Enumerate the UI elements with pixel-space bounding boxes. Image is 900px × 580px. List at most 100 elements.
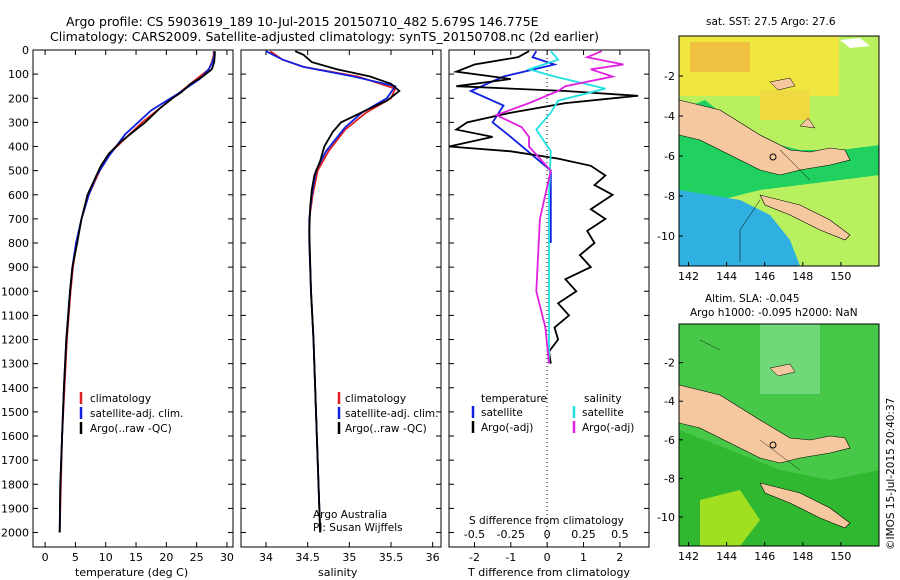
land-new-guinea — [679, 99, 851, 176]
y-tick-label: 500 — [8, 165, 29, 178]
map-x-tick-label: 150 — [830, 270, 851, 283]
sst-hot-patch — [690, 42, 750, 72]
x-tick-label: 34 — [259, 551, 273, 564]
x-tick-label: 5 — [72, 551, 79, 564]
x-tick-label: -2 — [469, 551, 480, 564]
temperature-lines — [58, 51, 216, 533]
sla-map-title1: Altim. SLA: -0.045 — [705, 293, 800, 305]
legend-s-argo: Argo(-adj) — [582, 422, 634, 434]
map-y-tick-label: -10 — [657, 230, 675, 243]
legend-salinity-title: salinity — [584, 393, 622, 405]
x-tick-label: 20 — [159, 551, 173, 564]
x-tick-label: 0 — [544, 551, 551, 564]
sst-map-frame — [678, 35, 880, 267]
s-tick-label: -0.25 — [497, 528, 525, 541]
temperature-axes — [32, 49, 234, 548]
x-tick-label: 36 — [426, 551, 440, 564]
map-x-tick-label: 142 — [678, 270, 699, 283]
sla-map-panel: Altim. SLA: -0.045 Argo h1000: -0.095 h2… — [657, 293, 880, 563]
map-x-tick-label: 148 — [792, 270, 813, 283]
s-tick-label: 0.5 — [611, 528, 629, 541]
map-x-tick-label: 148 — [792, 550, 813, 563]
s-difference-ticks: -0.5 -0.25 0 0.25 0.5 — [464, 528, 629, 541]
series-argo — [58, 51, 216, 533]
salinity-legend: climatology satellite-adj. clim. Argo(..… — [337, 392, 438, 435]
y-tick-label: 1000 — [1, 285, 29, 298]
y-tick-label: 1800 — [1, 478, 29, 491]
depth-ticks: 0 100 200 300 400 500 600 700 800 900 1000 1100 1200… — [1, 44, 233, 540]
y-tick-label: 1500 — [1, 406, 29, 419]
sla-yellow-patch — [700, 490, 760, 546]
map-y-tick-label: -10 — [657, 511, 675, 524]
x-tick-label: 25 — [190, 551, 204, 564]
sst-warm-patch — [760, 90, 810, 120]
map-y-tick-label: -2 — [664, 357, 675, 370]
y-tick-label: 1600 — [1, 430, 29, 443]
land-new-guinea — [679, 384, 851, 464]
y-tick-label: 1900 — [1, 502, 29, 515]
x-tick-label: 0 — [42, 551, 49, 564]
sla-map-title2: Argo h1000: -0.095 h2000: NaN — [690, 307, 858, 319]
s-tick-label: 0.25 — [571, 528, 596, 541]
difference-panel: -2 -1 0 1 2 -0.5 -0.25 0 0.25 0.5 S difference f… — [448, 49, 650, 579]
header-line2: Climatology: CARS2009. Satellite-adjuste… — [50, 29, 599, 44]
map-y-tick-label: -2 — [664, 70, 675, 83]
pi-note: PI: Susan Wijffels — [313, 522, 403, 534]
salinity-xlabel: salinity — [318, 566, 358, 579]
difference-lines — [448, 50, 639, 364]
y-tick-label: 1200 — [1, 334, 29, 347]
s-tick-label: 0 — [544, 528, 551, 541]
map-y-tick-label: -8 — [664, 190, 675, 203]
legend-temperature-title: temperature — [481, 393, 547, 405]
legend-satellite: satellite-adj. clim. — [90, 408, 183, 420]
temperature-panel: 0100200300400500600700800900100011001200… — [1, 44, 234, 579]
legend-argo: Argo(..raw -QC) — [345, 423, 427, 435]
map-x-tick-label: 150 — [830, 550, 851, 563]
bathymetry-contour — [739, 149, 811, 262]
argo-location-marker — [769, 153, 777, 161]
map-x-tick-label: 146 — [754, 550, 775, 563]
y-tick-label: 300 — [8, 116, 29, 129]
y-tick-label: 1300 — [1, 358, 29, 371]
legend-satellite: satellite-adj. clim. — [345, 408, 438, 420]
x-tick-label: 15 — [129, 551, 143, 564]
series-t-argo — [448, 50, 639, 364]
salinity-lines — [265, 50, 401, 533]
sla-map-ticks: 142 144 146 148 150 -2 -4 -6 -8 -10 — [657, 357, 851, 563]
t-difference-label: T difference from climatology — [467, 566, 630, 579]
map-y-tick-label: -6 — [664, 150, 675, 163]
x-tick-label: 1 — [580, 551, 587, 564]
y-tick-label: 1100 — [1, 309, 29, 322]
y-tick-label: 100 — [8, 68, 29, 81]
sst-map-title: sat. SST: 27.5 Argo: 27.6 — [706, 16, 836, 28]
map-y-tick-label: -4 — [664, 110, 675, 123]
salinity-axes — [240, 49, 442, 548]
x-tick-label: 10 — [99, 551, 113, 564]
x-tick-label: -1 — [505, 551, 516, 564]
map-x-tick-label: 142 — [678, 550, 699, 563]
map-y-tick-label: -6 — [664, 434, 675, 447]
x-tick-label: 35 — [342, 551, 356, 564]
x-tick-label: 2 — [616, 551, 623, 564]
salinity-panel: 34 34.5 35 35.5 36 salinity climatology sate… — [240, 49, 442, 579]
s-difference-label: S difference from climatology — [469, 515, 624, 527]
temperature-legend: climatology satellite-adj. clim. Argo(..… — [79, 392, 183, 435]
y-tick-label: 2000 — [1, 527, 29, 540]
sst-map-ticks: 142 144 146 148 150 -2 -4 -6 -8 -10 — [657, 70, 851, 283]
sst-heatmap — [679, 36, 879, 266]
land-peninsula — [759, 482, 851, 529]
x-tick-label: 35.5 — [379, 551, 404, 564]
map-y-tick-label: -8 — [664, 472, 675, 485]
y-tick-label: 1700 — [1, 454, 29, 467]
sla-light-patch — [760, 324, 820, 394]
legend-t-satellite: satellite — [481, 407, 523, 419]
island-2 — [769, 77, 796, 91]
y-tick-label: 700 — [8, 213, 29, 226]
difference-y-tick-marks — [449, 49, 649, 534]
series-s-satellite — [525, 50, 606, 364]
temperature-xlabel: temperature (deg C) — [75, 566, 188, 579]
sst-cool-region — [679, 190, 800, 266]
s-tick-label: -0.5 — [464, 528, 485, 541]
legend-climatology: climatology — [90, 393, 151, 405]
